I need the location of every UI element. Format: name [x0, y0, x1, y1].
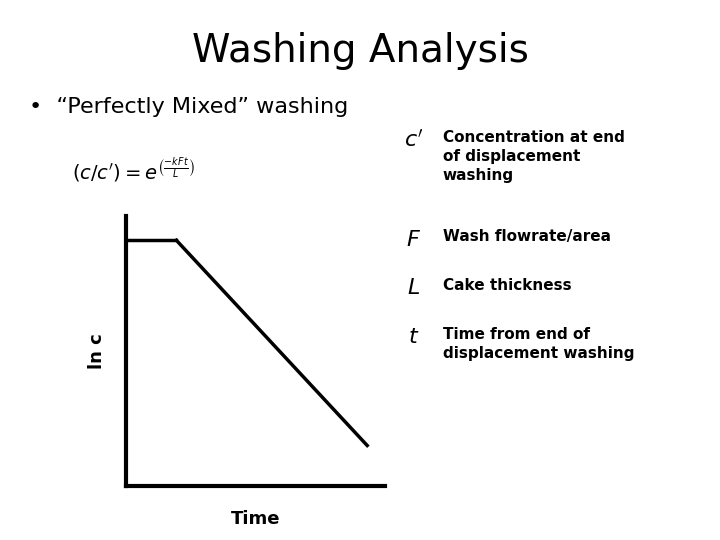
Text: Wash flowrate/area: Wash flowrate/area	[443, 230, 611, 245]
Text: ln c: ln c	[89, 333, 107, 369]
Text: Time: Time	[231, 510, 280, 528]
Text: $t$: $t$	[408, 327, 420, 347]
Text: Washing Analysis: Washing Analysis	[192, 32, 528, 70]
Text: $L$: $L$	[408, 278, 420, 298]
Text: Concentration at end
of displacement
washing: Concentration at end of displacement was…	[443, 130, 625, 183]
Text: Cake thickness: Cake thickness	[443, 278, 572, 293]
Text: $(c/c^{\prime})= e^{\left(\frac{-kFt}{L}\right)}$: $(c/c^{\prime})= e^{\left(\frac{-kFt}{L}…	[72, 157, 195, 184]
Text: $c^{\prime}$: $c^{\prime}$	[405, 130, 423, 151]
Text: $F$: $F$	[407, 230, 421, 249]
Text: •  “Perfectly Mixed” washing: • “Perfectly Mixed” washing	[29, 97, 348, 117]
Text: Time from end of
displacement washing: Time from end of displacement washing	[443, 327, 634, 361]
